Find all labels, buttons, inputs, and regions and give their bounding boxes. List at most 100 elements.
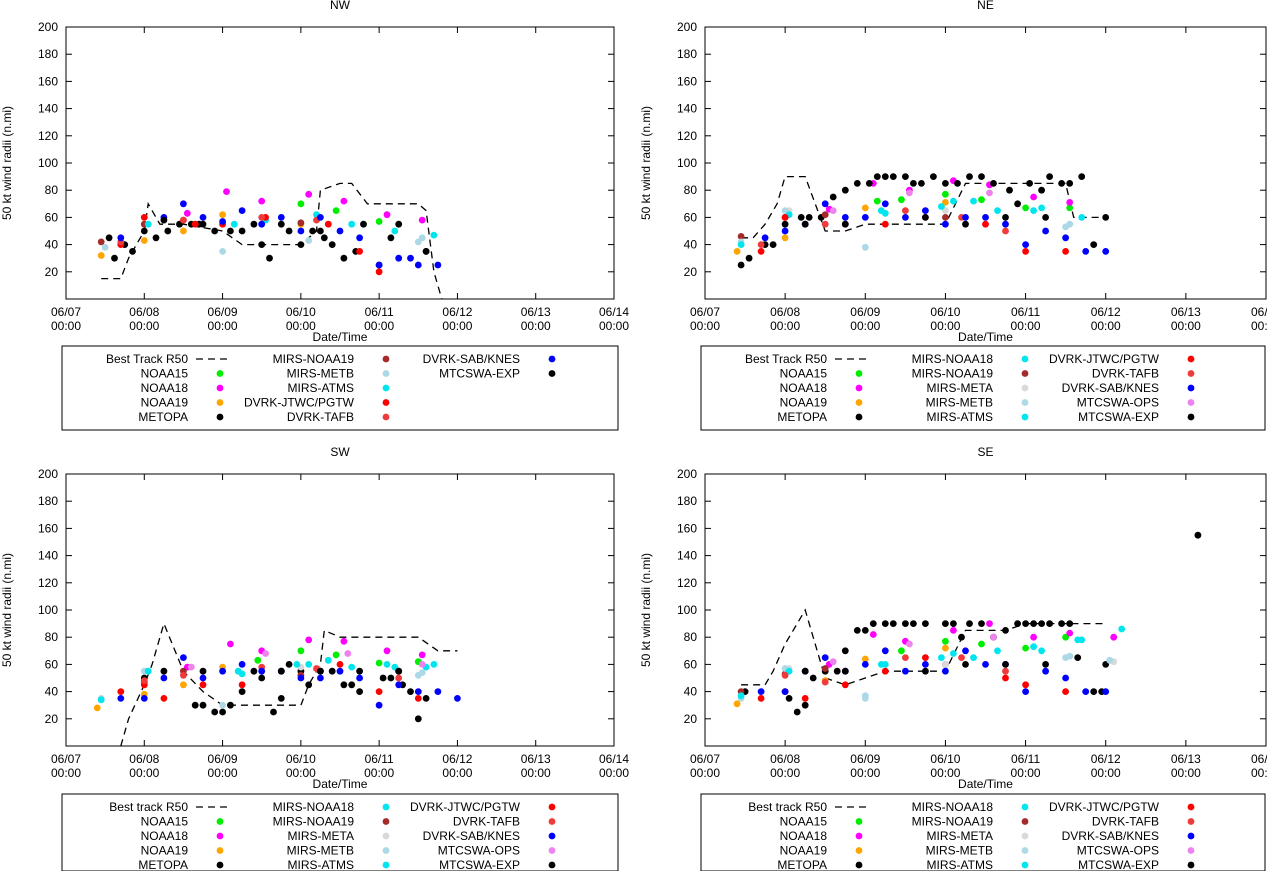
data-point: [1038, 186, 1045, 194]
data-point: [219, 667, 227, 675]
data-point: [1042, 214, 1049, 221]
data-point: [395, 254, 403, 262]
data-point: [356, 667, 363, 675]
data-point: [950, 650, 957, 657]
plot-frame: [704, 26, 1267, 300]
data-point: [829, 207, 837, 215]
data-point: [1078, 214, 1086, 221]
data-point: [902, 173, 909, 181]
data-point: [336, 667, 344, 675]
legend-label: DVRK-JTWC/PGTW: [1049, 352, 1160, 366]
data-point: [105, 234, 113, 242]
data-point: [853, 627, 861, 634]
y-tick-label: 40: [684, 685, 698, 699]
y-tick-label: 60: [45, 210, 59, 224]
data-point: [180, 654, 187, 661]
chart-sw: SW2040608010012014016018020006/0700:0006…: [0, 445, 629, 791]
series-metopa: [105, 220, 430, 269]
chart-title: NW: [330, 0, 351, 12]
data-point: [881, 209, 889, 217]
legend-marker: [382, 413, 390, 421]
data-point: [781, 671, 789, 679]
plot-area: [733, 173, 1110, 269]
legend-label: MIRS-NOAA18: [912, 800, 994, 814]
data-point: [97, 238, 105, 246]
data-point: [160, 216, 168, 224]
legend-marker: [1187, 803, 1195, 811]
data-point: [1046, 173, 1053, 181]
series-mtcswa-exp: [801, 661, 1049, 675]
data-point: [199, 701, 207, 709]
data-point: [199, 214, 207, 221]
data-point: [1058, 620, 1065, 627]
data-point: [434, 261, 442, 269]
y-tick-label: 100: [677, 156, 697, 170]
data-point: [1002, 214, 1009, 221]
data-point: [418, 234, 426, 242]
data-point: [117, 688, 125, 695]
data-point: [841, 220, 849, 228]
series-metopa: [737, 173, 1110, 269]
series-mirs-noaa19: [737, 661, 949, 695]
legend-label: MIRS-ATMS: [927, 858, 993, 871]
legend-label: METOPA: [777, 858, 827, 871]
data-point: [328, 667, 336, 675]
data-point: [833, 667, 841, 675]
y-tick-label: 80: [684, 630, 698, 644]
data-point: [223, 188, 230, 196]
legend-label: NOAA19: [141, 844, 189, 858]
legend-marker: [548, 370, 556, 377]
legend-marker: [1187, 370, 1195, 377]
data-point: [422, 248, 430, 255]
data-point: [356, 688, 363, 695]
data-point: [942, 220, 949, 228]
data-point: [375, 659, 383, 667]
legend-marker: [548, 847, 556, 854]
data-point: [966, 173, 973, 181]
data-point: [418, 661, 426, 668]
plot-area: [93, 621, 461, 746]
legend-label: MTCSWA-EXP: [1078, 410, 1159, 424]
data-point: [821, 200, 829, 208]
legend-marker: [216, 399, 224, 406]
data-point: [211, 227, 219, 235]
data-point: [219, 708, 227, 716]
data-point: [183, 209, 191, 217]
x-tick-label: 00:00: [286, 319, 316, 333]
y-tick-label: 80: [45, 630, 59, 644]
legend-label: METOPA: [777, 410, 827, 424]
legend-label: MIRS-METB: [287, 844, 354, 858]
legend-marker: [216, 861, 224, 869]
legend-marker: [855, 861, 863, 869]
data-point: [962, 661, 969, 668]
data-point: [97, 696, 105, 704]
x-tick-label: 00:00: [1251, 319, 1267, 333]
legend-label: NOAA18: [141, 381, 189, 395]
data-point: [1090, 688, 1098, 695]
legend-marker: [855, 847, 863, 854]
data-point: [881, 173, 889, 181]
data-point: [258, 220, 266, 228]
data-point: [1082, 688, 1090, 695]
legend-label: DVRK-TAFB: [1092, 815, 1159, 829]
data-point: [305, 661, 313, 668]
y-tick-label: 180: [677, 47, 697, 61]
data-point: [881, 620, 889, 627]
data-point: [801, 701, 809, 709]
legend-label: DVRK-JTWC/PGTW: [410, 800, 521, 814]
legend-label: MIRS-ATMS: [288, 381, 354, 395]
data-point: [305, 237, 313, 244]
chart-ne: NE2040608010012014016018020006/0700:0006…: [639, 0, 1267, 344]
legend-label: MIRS-METB: [926, 396, 993, 410]
legend-label: MIRS-NOAA19: [912, 815, 994, 829]
x-tick-label: 00:00: [129, 766, 159, 780]
legend-marker: [1187, 832, 1195, 840]
data-point: [1058, 180, 1065, 187]
data-point: [950, 627, 957, 634]
data-point: [942, 180, 949, 187]
data-point: [1062, 248, 1069, 255]
data-point: [881, 661, 889, 668]
data-point: [1066, 199, 1074, 206]
data-point: [1038, 204, 1045, 212]
data-point: [737, 261, 745, 269]
